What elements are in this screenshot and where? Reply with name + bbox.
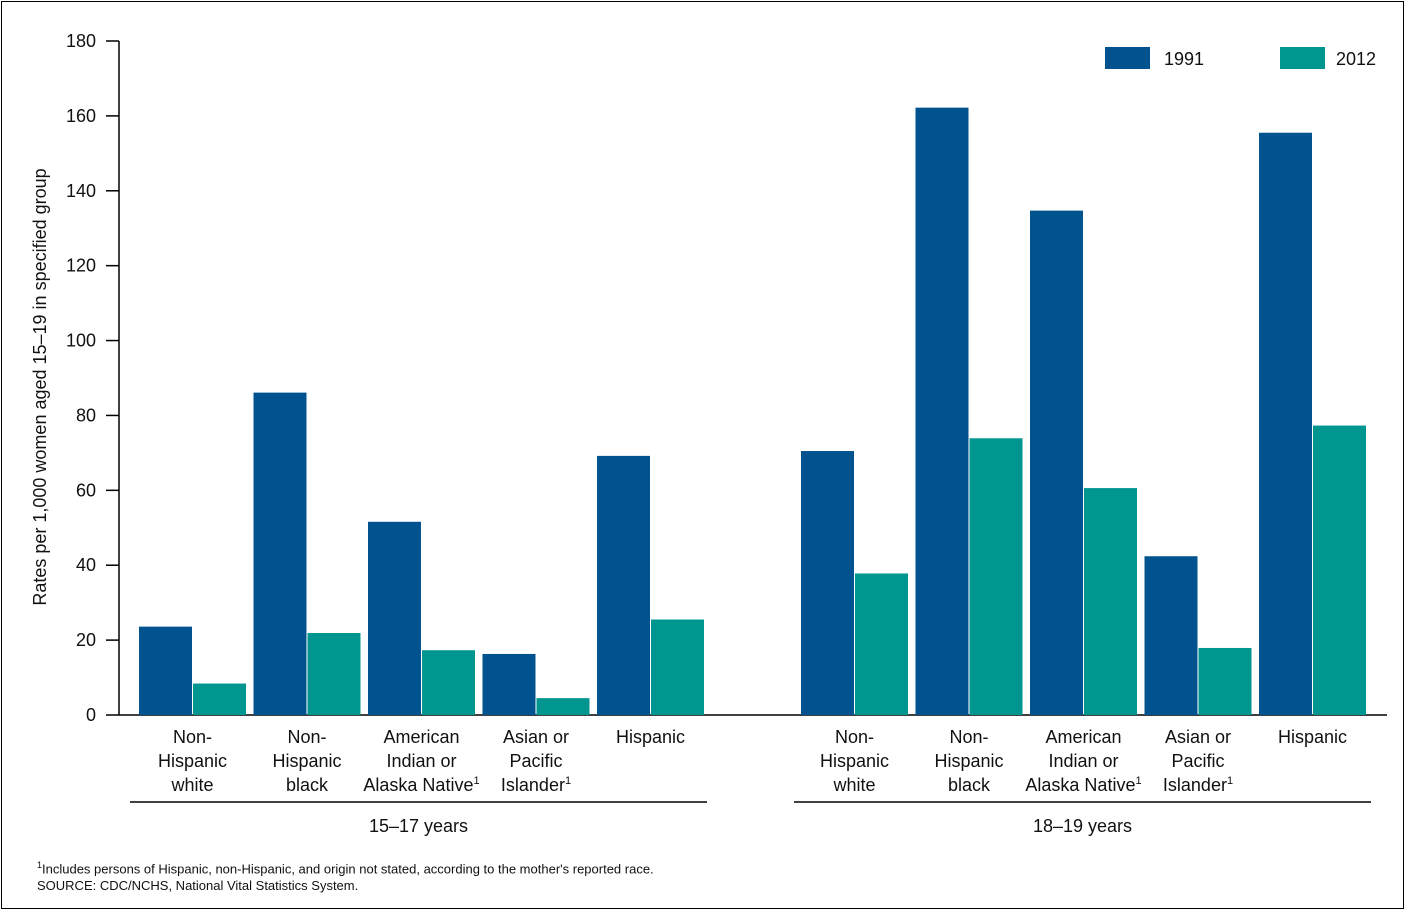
y-tick-label: 140 [66, 181, 96, 201]
x-category-label: Alaska Native1 [363, 775, 479, 795]
x-category-label: Indian or [1048, 751, 1118, 771]
x-category-label: black [948, 775, 991, 795]
y-tick-label: 120 [66, 256, 96, 276]
x-category-label: Pacific [509, 751, 562, 771]
x-category-label: white [170, 775, 213, 795]
x-category-label: Hispanic [934, 751, 1003, 771]
y-tick-label: 40 [76, 555, 96, 575]
y-tick-label: 60 [76, 480, 96, 500]
y-tick-label: 0 [86, 705, 96, 725]
bar-1991 [139, 626, 192, 715]
bar-1991 [915, 107, 969, 715]
legend-label-1991: 1991 [1164, 49, 1204, 69]
footnote-text: Includes persons of Hispanic, non-Hispan… [42, 861, 654, 877]
bar-1991 [1144, 556, 1198, 715]
x-category-label: Non- [287, 727, 326, 747]
footnote: 1Includes persons of Hispanic, non-Hispa… [37, 860, 654, 876]
group-label: 18–19 years [1033, 816, 1132, 836]
bar-2012 [193, 683, 246, 715]
bar-1991 [253, 392, 307, 715]
bar-2012 [422, 650, 475, 715]
x-category-label: Non- [835, 727, 874, 747]
x-category-label: Non- [173, 727, 212, 747]
bar-2012 [307, 632, 361, 715]
y-tick-label: 80 [76, 405, 96, 425]
x-category-label: Asian or [1165, 727, 1231, 747]
footnote-mark: 1 [37, 860, 43, 870]
x-category-label: American [383, 727, 459, 747]
x-category-label: Islander1 [501, 775, 571, 795]
source-note: SOURCE: CDC/NCHS, National Vital Statist… [37, 878, 359, 893]
x-category-label: white [832, 775, 875, 795]
legend-swatch-2012 [1280, 47, 1325, 69]
bar-2012 [651, 619, 704, 715]
x-category-label: American [1045, 727, 1121, 747]
x-category-label: Indian or [386, 751, 456, 771]
x-category-label: Hispanic [272, 751, 341, 771]
x-category-label: Alaska Native1 [1025, 775, 1141, 795]
bar-2012 [1198, 647, 1252, 715]
footnote-superscript: 1 [473, 775, 479, 787]
bar-1991 [1030, 210, 1083, 715]
y-axis-title: Rates per 1,000 women aged 15–19 in spec… [30, 168, 50, 605]
legend-swatch-1991 [1105, 47, 1150, 69]
bar-1991 [801, 451, 854, 715]
bar-2012 [1313, 425, 1366, 715]
bar-2012 [969, 438, 1023, 715]
bar-2012 [1084, 488, 1137, 715]
x-category-label: Hispanic [1278, 727, 1347, 747]
y-tick-label: 180 [66, 31, 96, 51]
bar-1991 [597, 455, 650, 715]
x-category-label: Hispanic [820, 751, 889, 771]
x-category-label: Hispanic [158, 751, 227, 771]
footnote-superscript: 1 [565, 775, 571, 787]
bar-2012 [855, 573, 908, 715]
footnote-superscript: 1 [1135, 775, 1141, 787]
footnote-superscript: 1 [1227, 775, 1233, 787]
x-category-label: Islander1 [1163, 775, 1233, 795]
legend-label-2012: 2012 [1336, 49, 1376, 69]
x-category-label: Non- [949, 727, 988, 747]
bar-1991 [482, 653, 536, 715]
x-category-label: black [286, 775, 329, 795]
x-category-label: Asian or [503, 727, 569, 747]
y-tick-label: 20 [76, 630, 96, 650]
bar-1991 [368, 521, 421, 715]
x-category-label: Pacific [1171, 751, 1224, 771]
y-tick-label: 160 [66, 106, 96, 126]
group-label: 15–17 years [369, 816, 468, 836]
y-tick-label: 100 [66, 331, 96, 351]
bar-1991 [1259, 132, 1312, 715]
bar-2012 [536, 698, 590, 715]
x-category-label: Hispanic [616, 727, 685, 747]
